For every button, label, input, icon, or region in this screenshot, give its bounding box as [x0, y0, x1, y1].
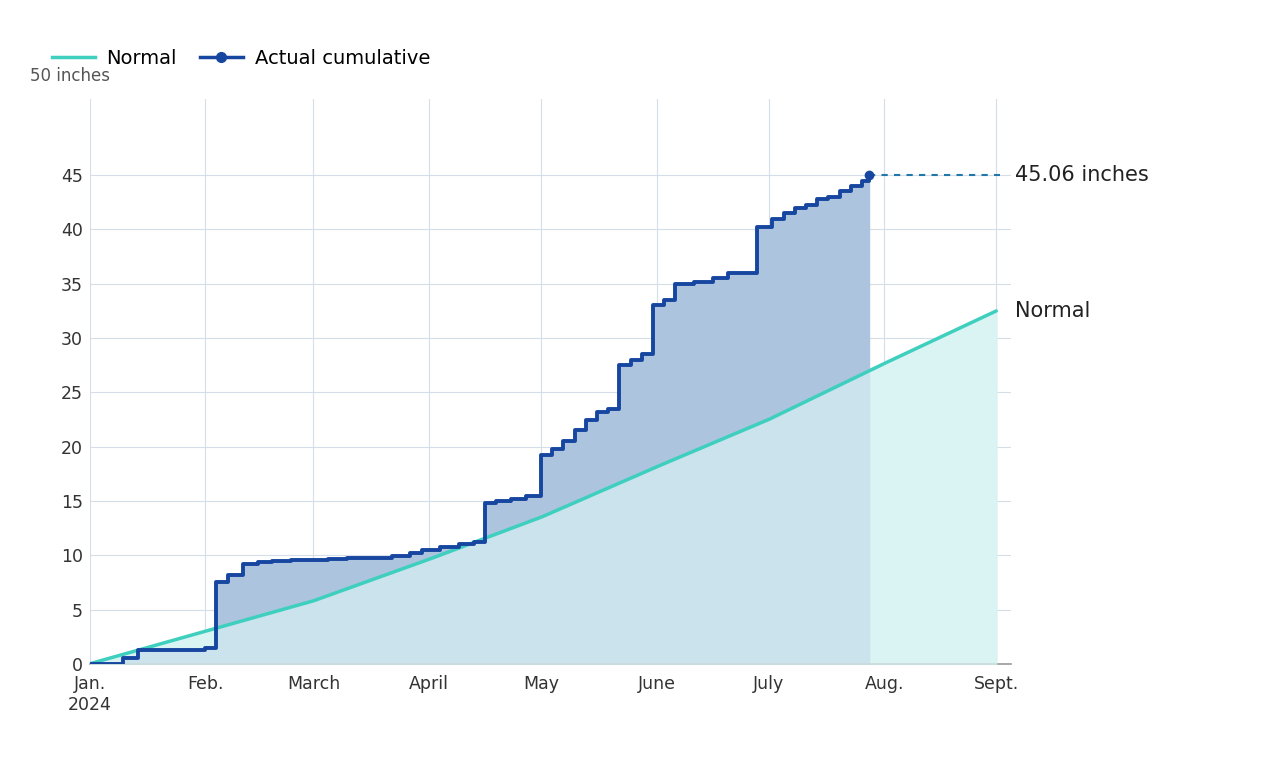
Text: Normal: Normal — [1015, 301, 1091, 321]
Legend: Normal, Actual cumulative: Normal, Actual cumulative — [44, 41, 438, 76]
Text: 45.06 inches: 45.06 inches — [1015, 165, 1148, 185]
Text: 50 inches: 50 inches — [29, 67, 110, 85]
